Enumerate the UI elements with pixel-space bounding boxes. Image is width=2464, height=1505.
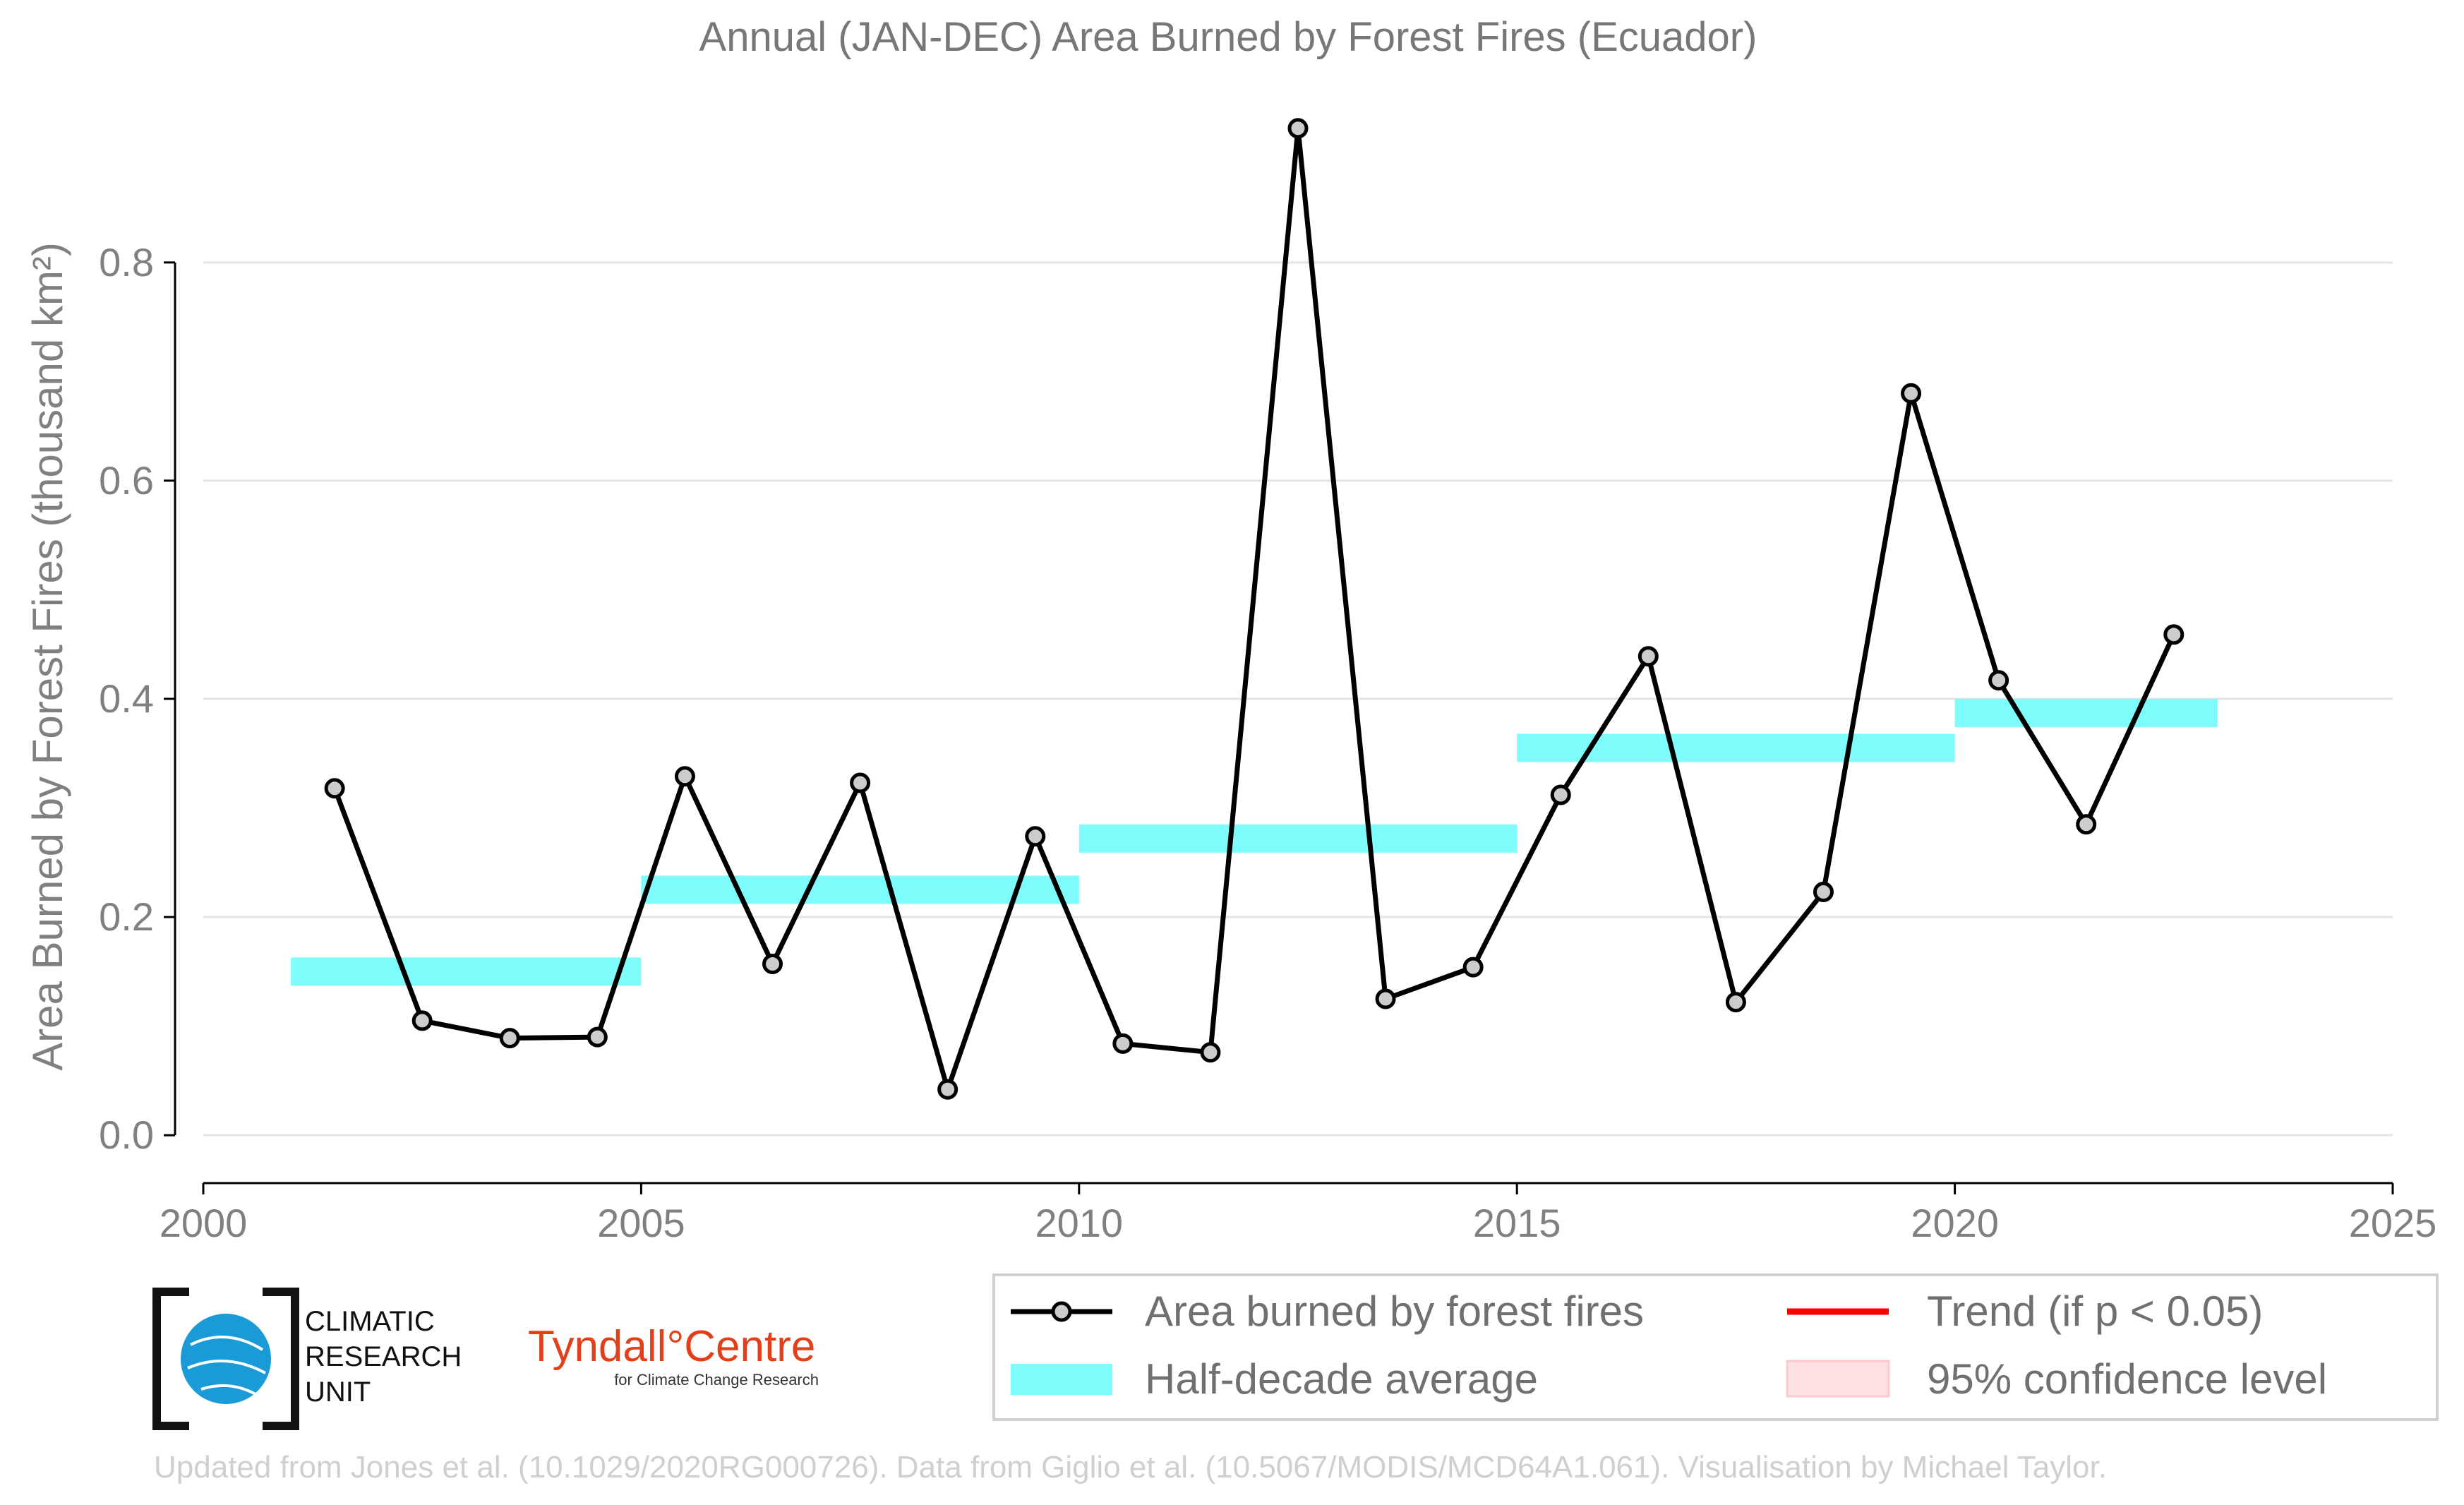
legend-label-area-burned: Area burned by forest fires	[1145, 1288, 1644, 1335]
series-line-area-burned	[332, 126, 2176, 1092]
x-tick-label-5: 2025	[2349, 1201, 2437, 1245]
y-axis-label: Area Burned by Forest Fires (thousand km…	[24, 242, 71, 1071]
data-point-2019.5	[1901, 383, 1922, 404]
y-tick-label-2: 0.4	[99, 676, 154, 721]
data-point-2012.5	[1287, 118, 1309, 139]
tyndall-logo-text: Tyndall°Centre	[528, 1322, 815, 1371]
legend-half-decade-swatch	[1011, 1364, 1112, 1395]
data-point-2021.5	[2076, 814, 2097, 835]
data-point-2018.5	[1813, 882, 1834, 903]
globe-icon	[181, 1314, 271, 1404]
cru-line-1: CLIMATIC	[305, 1306, 435, 1337]
data-point-2003.5	[499, 1028, 520, 1049]
data-point-2008.5	[937, 1079, 958, 1100]
x-tick-label-3: 2015	[1473, 1201, 1561, 1245]
x-axis: 2000 2005 2010 2015 2020 2025	[160, 1182, 2437, 1245]
cru-line-2: RESEARCH	[305, 1341, 462, 1372]
data-point-2020.5	[1988, 670, 2009, 691]
half-decade-band-1	[641, 875, 1079, 904]
footer-credit: Updated from Jones et al. (10.1029/2020R…	[154, 1450, 2107, 1485]
data-point-2015.5	[1550, 784, 1571, 805]
x-tick-label-4: 2020	[1911, 1201, 1999, 1245]
data-point-2011.5	[1200, 1042, 1221, 1063]
y-axis: 0.0 0.2 0.4 0.6 0.8	[99, 240, 176, 1157]
legend-frame	[992, 1273, 2439, 1421]
data-point-2004.5	[587, 1026, 608, 1048]
data-point-2002.5	[411, 1010, 433, 1031]
half-decade-bands	[291, 699, 2218, 986]
data-point-2022.5	[2163, 624, 2184, 645]
gridlines	[203, 261, 2393, 1137]
data-point-2010.5	[1112, 1033, 1134, 1054]
data-point-2005.5	[674, 766, 695, 787]
data-point-2006.5	[762, 954, 783, 975]
cru-bracket-right-icon	[263, 1288, 299, 1430]
tyndall-logo-subtitle: for Climate Change Research	[614, 1371, 819, 1389]
y-tick-label-0: 0.0	[99, 1113, 154, 1157]
y-tick-label-4: 0.8	[99, 240, 154, 284]
legend: Area burned by forest fires Trend (if p …	[992, 1273, 2439, 1421]
data-point-2001.5	[324, 778, 345, 799]
legend-label-half-decade: Half-decade average	[1145, 1355, 1538, 1403]
x-tick-label-0: 2000	[160, 1201, 248, 1245]
y-tick-label-3: 0.6	[99, 458, 154, 503]
series-line-group	[332, 126, 2176, 1092]
y-tick-label-1: 0.2	[99, 894, 154, 939]
x-tick-label-1: 2005	[597, 1201, 685, 1245]
half-decade-band-4	[1954, 699, 2218, 728]
globe-lines-icon	[187, 1336, 266, 1396]
legend-label-confidence: 95% confidence level	[1927, 1355, 2327, 1403]
legend-marker-swatch	[1051, 1301, 1072, 1322]
data-point-2014.5	[1462, 957, 1484, 978]
chart-title: Annual (JAN-DEC) Area Burned by Forest F…	[699, 14, 1757, 60]
cru-bracket-left-icon	[152, 1288, 189, 1430]
data-point-2017.5	[1725, 992, 1746, 1013]
legend-label-trend: Trend (if p < 0.05)	[1927, 1288, 2263, 1335]
data-point-2009.5	[1025, 826, 1046, 847]
cru-logo: CLIMATIC RESEARCH UNIT	[152, 1288, 462, 1430]
half-decade-band-2	[1078, 824, 1518, 853]
cru-line-3: UNIT	[305, 1377, 371, 1408]
data-points	[324, 118, 2184, 1100]
data-point-2016.5	[1637, 646, 1659, 667]
legend-confidence-swatch	[1786, 1360, 1890, 1398]
tyndall-logo: Tyndall°Centre for Climate Change Resear…	[528, 1322, 819, 1389]
data-point-2013.5	[1375, 988, 1396, 1009]
half-decade-band-0	[291, 957, 642, 986]
data-point-2007.5	[850, 772, 871, 793]
x-tick-label-2: 2010	[1035, 1201, 1124, 1245]
